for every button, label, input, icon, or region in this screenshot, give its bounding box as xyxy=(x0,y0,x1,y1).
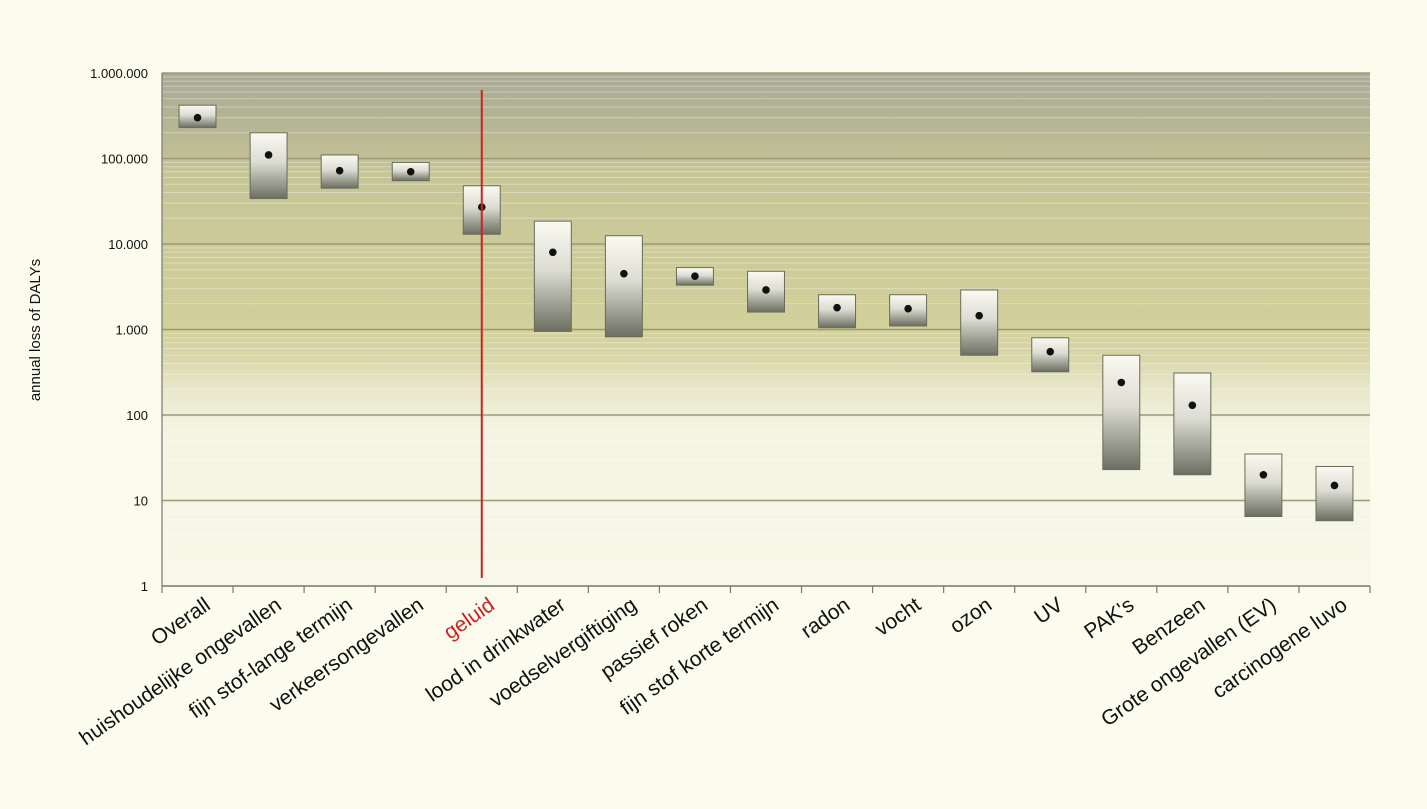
mean-point xyxy=(904,304,912,313)
mean-point xyxy=(975,311,983,320)
range-bar xyxy=(1173,372,1212,476)
range-bars xyxy=(178,90,1354,578)
range-bar xyxy=(604,235,643,338)
mean-point xyxy=(620,269,628,278)
mean-point xyxy=(406,167,415,176)
range-bar xyxy=(1315,465,1354,522)
y-tick-label: 100 xyxy=(126,408,148,423)
mean-point xyxy=(1117,378,1126,387)
y-tick-labels: 1 10 100 1.000 10.000 100.000 1.000.000 xyxy=(90,66,148,594)
mean-point xyxy=(1188,401,1197,410)
mean-point xyxy=(691,272,699,281)
mean-point xyxy=(1259,470,1268,479)
x-tick-label: carcinogene luvo xyxy=(1208,593,1351,703)
x-tick-label: vocht xyxy=(871,593,925,641)
mean-point xyxy=(549,248,557,257)
grid-lines xyxy=(162,72,1370,587)
range-bar xyxy=(1102,354,1141,471)
range-bar xyxy=(533,220,572,332)
range-bar xyxy=(1244,453,1283,517)
mean-point xyxy=(193,113,202,122)
mean-point xyxy=(1046,347,1055,356)
y-axis-label: annual loss of DALYs xyxy=(27,259,44,401)
y-tick-label: 1 xyxy=(141,579,148,594)
mean-point xyxy=(762,286,770,294)
range-bar xyxy=(249,132,288,200)
range-bar xyxy=(960,289,999,356)
x-tick-label: radon xyxy=(797,593,854,643)
mean-point xyxy=(833,303,841,312)
y-tick-label: 10.000 xyxy=(108,237,148,252)
mean-point xyxy=(1330,481,1339,490)
y-tick-label: 1.000.000 xyxy=(90,66,148,81)
axes xyxy=(161,73,1371,593)
y-tick-label: 100.000 xyxy=(101,152,148,167)
x-tick-label: ozon xyxy=(946,593,997,638)
mean-point xyxy=(264,151,273,159)
y-tick-label: 10 xyxy=(134,494,148,509)
x-tick-label: geluid xyxy=(440,593,499,644)
x-tick-label: PAK's xyxy=(1080,593,1138,643)
mean-point xyxy=(335,166,344,175)
x-tick-label: UV xyxy=(1030,593,1067,629)
y-tick-label: 1.000 xyxy=(115,323,148,338)
